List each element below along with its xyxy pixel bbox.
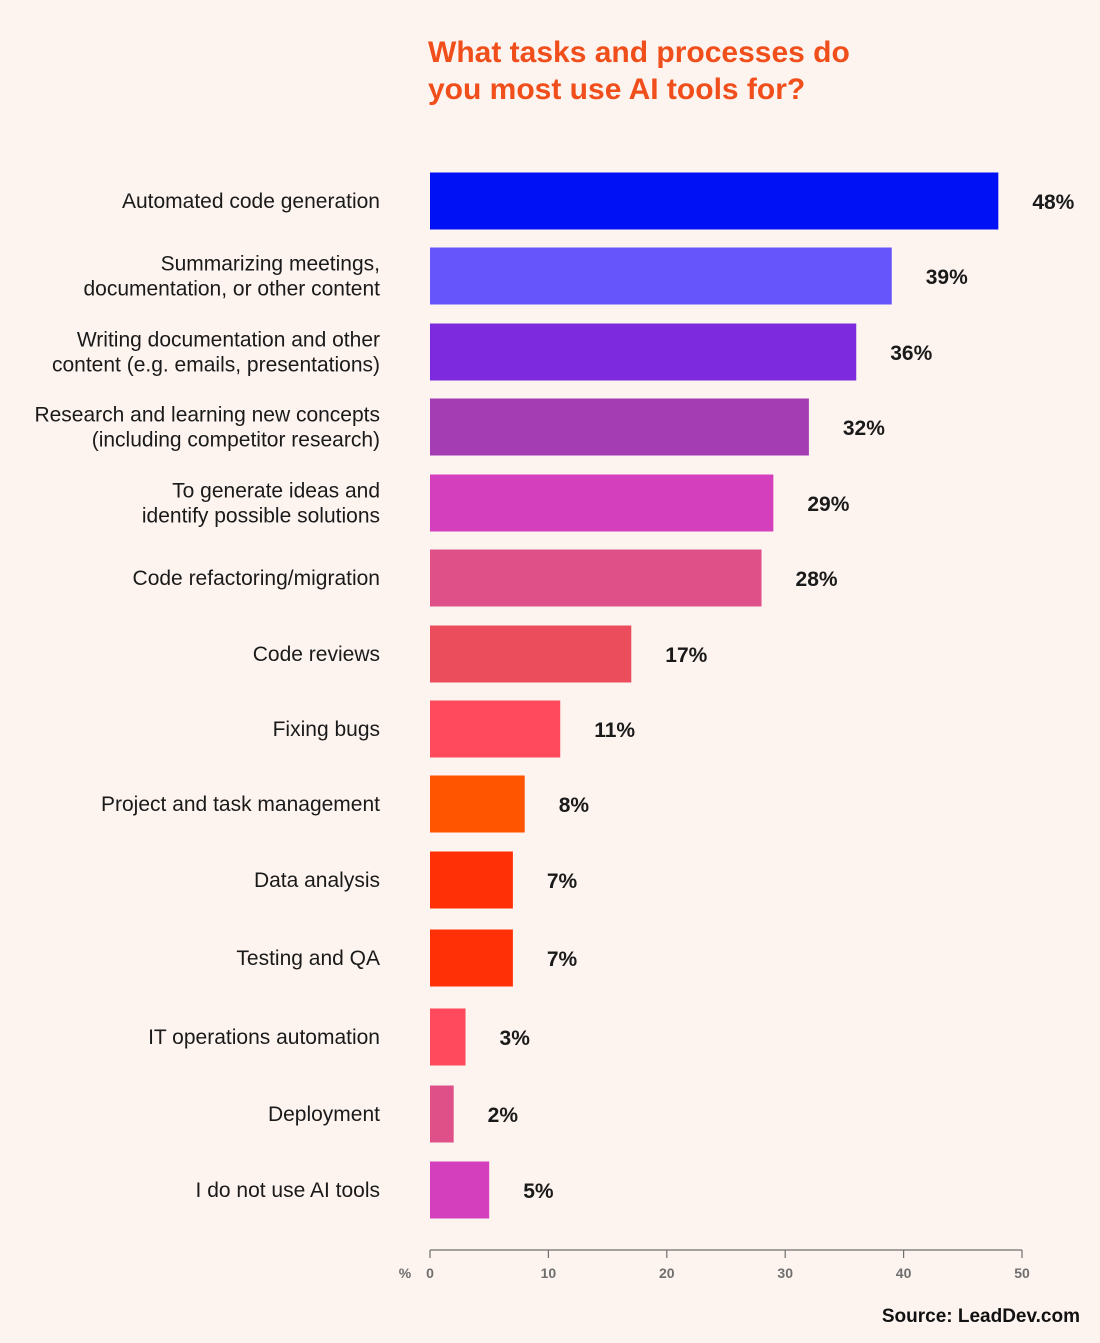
value-label: 2% [488, 1104, 519, 1127]
value-label: 5% [523, 1180, 554, 1203]
bar [430, 1008, 466, 1066]
value-label: 36% [890, 342, 932, 365]
category-label: I do not use AI tools [196, 1179, 380, 1202]
bar [430, 474, 774, 532]
category-label: Fixing bugs [273, 718, 380, 741]
category-label: Data analysis [254, 869, 380, 892]
value-label: 48% [1032, 191, 1074, 214]
category-label: Writing documentation and other content (… [52, 329, 380, 377]
value-label: 3% [500, 1027, 531, 1050]
bar [430, 851, 513, 909]
category-label: Code refactoring/migration [133, 567, 380, 590]
chart-title-line-2: you most use AI tools for? [428, 73, 806, 106]
chart-title: What tasks and processes do you most use… [428, 34, 908, 108]
chart-title-line-1: What tasks and processes do [428, 36, 850, 69]
x-tick-label: 50 [1014, 1265, 1030, 1281]
bar [430, 929, 513, 987]
bar [430, 323, 857, 381]
value-label: 17% [665, 644, 707, 667]
bar [430, 172, 999, 230]
bar [430, 1085, 454, 1143]
bar [430, 247, 892, 305]
x-tick-label: 30 [777, 1265, 793, 1281]
x-tick-label: 40 [896, 1265, 912, 1281]
category-label: Summarizing meetings, documentation, or o… [83, 253, 380, 301]
value-label: 11% [594, 719, 635, 742]
category-label: To generate ideas and identify possible s… [142, 480, 380, 528]
category-label: Automated code generation [122, 190, 380, 213]
value-label: 7% [547, 948, 578, 971]
category-label: Deployment [268, 1103, 380, 1126]
x-axis-unit-label: % [399, 1265, 412, 1281]
value-label: 28% [796, 568, 838, 591]
x-tick-label: 20 [659, 1265, 675, 1281]
bar [430, 775, 525, 833]
category-label: IT operations automation [148, 1026, 380, 1049]
bar [430, 625, 632, 683]
category-label: Research and learning new concepts (inclu… [34, 404, 380, 452]
value-label: 8% [559, 794, 590, 817]
category-label: Project and task management [101, 793, 380, 816]
source-credit: Source: LeadDev.com [881, 1306, 1080, 1327]
x-tick-label: 0 [426, 1265, 434, 1281]
value-label: 32% [843, 417, 885, 440]
x-tick-label: 10 [541, 1265, 557, 1281]
bar [430, 1161, 490, 1219]
category-label: Testing and QA [236, 947, 380, 970]
value-label: 39% [926, 266, 968, 289]
value-label: 29% [807, 493, 849, 516]
bar [430, 700, 561, 758]
category-label: Code reviews [253, 643, 380, 666]
value-label: 7% [547, 870, 578, 893]
bar [430, 549, 762, 607]
bar [430, 398, 809, 456]
